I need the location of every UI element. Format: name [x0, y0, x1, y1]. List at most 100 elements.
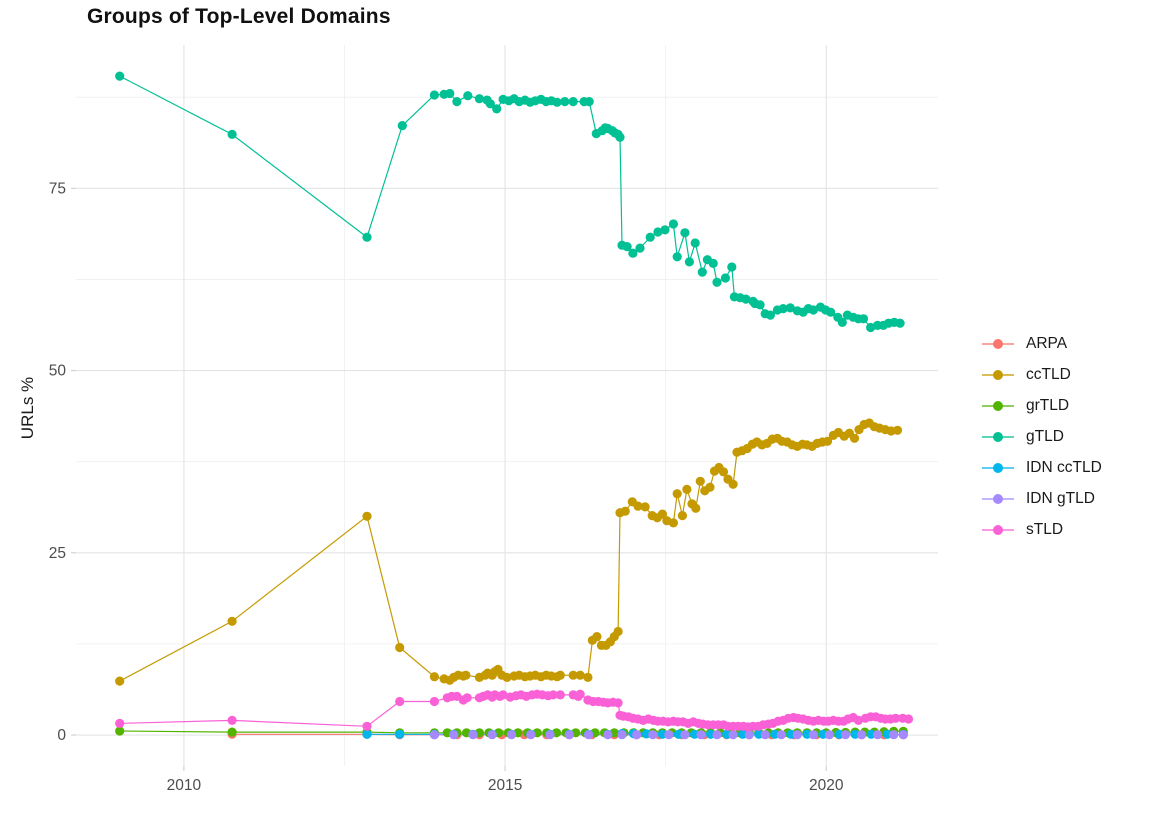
data-point	[660, 225, 670, 235]
x-tick-label: 2015	[488, 777, 522, 794]
data-point	[718, 467, 729, 477]
data-point	[526, 730, 536, 740]
data-point	[575, 670, 585, 680]
legend-key-arpa	[982, 338, 1014, 350]
data-point	[397, 121, 407, 131]
legend-dot	[993, 400, 1003, 411]
data-point	[468, 730, 478, 740]
data-point	[866, 322, 876, 333]
data-point	[362, 511, 372, 521]
data-point	[613, 626, 623, 637]
data-point	[463, 91, 473, 101]
data-point	[575, 689, 585, 699]
data-point	[555, 670, 565, 680]
data-point	[645, 232, 655, 242]
data-point	[697, 267, 707, 277]
data-point	[840, 730, 851, 740]
legend-label: ccTLD	[1026, 365, 1071, 383]
series-points-cctld	[115, 418, 903, 686]
data-point	[891, 713, 901, 723]
legend-label: sTLD	[1026, 520, 1064, 538]
data-point	[873, 730, 883, 740]
data-point	[755, 300, 765, 310]
legend-item-cctld: ccTLD	[982, 359, 1102, 390]
data-point	[622, 242, 632, 252]
data-point	[555, 690, 565, 700]
data-point	[728, 479, 738, 489]
data-point	[462, 693, 472, 703]
legend-key-grtld	[982, 400, 1014, 412]
data-point	[584, 730, 594, 740]
data-point	[826, 307, 836, 317]
data-point	[653, 227, 663, 237]
data-point	[727, 262, 737, 272]
data-point	[708, 258, 718, 268]
legend-dot	[993, 369, 1003, 380]
data-point	[395, 642, 405, 653]
series-points-stld	[115, 689, 914, 732]
legend-item-arpa: ARPA	[982, 328, 1102, 359]
data-point	[824, 730, 835, 740]
data-point	[395, 729, 405, 739]
data-point	[691, 503, 701, 513]
legend-key-idn-cctld	[982, 462, 1014, 474]
legend-dot	[993, 338, 1003, 349]
data-point	[449, 730, 459, 740]
data-point	[628, 248, 638, 258]
legend-dot	[993, 524, 1003, 535]
data-point	[760, 730, 770, 740]
series-line-gtld	[119, 75, 901, 329]
data-point	[853, 715, 864, 726]
legend-item-stld: sTLD	[982, 514, 1102, 545]
data-point	[744, 730, 754, 740]
data-point	[498, 690, 508, 700]
data-point	[487, 730, 497, 740]
data-point	[429, 696, 439, 707]
data-point	[705, 482, 715, 492]
data-point	[792, 730, 802, 740]
series-points-gtld	[115, 71, 905, 333]
data-point	[227, 129, 237, 139]
data-point	[696, 730, 706, 740]
legend-dot	[993, 493, 1003, 504]
data-point	[672, 489, 682, 499]
data-point	[690, 238, 700, 248]
legend: ARPA ccTLD grTLD gTLD IDN ccTLD IDN gTLD sTLD	[982, 328, 1102, 545]
legend-item-idn-cctld: IDN ccTLD	[982, 452, 1102, 483]
data-point	[632, 730, 642, 740]
data-point	[564, 730, 574, 740]
data-point	[617, 730, 627, 740]
data-point	[837, 317, 847, 327]
data-point	[568, 670, 578, 680]
data-point	[429, 90, 439, 100]
data-point	[548, 690, 558, 700]
data-point	[857, 730, 867, 740]
data-point	[738, 729, 748, 739]
data-point	[889, 730, 899, 740]
data-point	[395, 696, 405, 707]
data-point	[770, 729, 780, 739]
data-point	[227, 727, 237, 737]
data-point	[765, 310, 776, 320]
y-tick-label: 0	[57, 727, 66, 744]
data-point	[545, 730, 555, 740]
data-point	[362, 721, 372, 731]
data-point	[461, 670, 471, 680]
data-point	[227, 616, 237, 626]
data-point	[568, 97, 578, 107]
x-tick-label: 2020	[809, 777, 844, 794]
series-points-idn-gtld	[429, 730, 908, 740]
data-point	[115, 718, 125, 729]
data-point	[583, 672, 593, 683]
data-point	[115, 71, 125, 81]
y-tick-label: 25	[49, 545, 66, 562]
data-point	[668, 518, 679, 528]
legend-key-stld	[982, 524, 1014, 536]
data-point	[849, 433, 860, 443]
data-point	[648, 730, 658, 740]
data-point	[657, 509, 668, 519]
legend-label: IDN ccTLD	[1026, 458, 1102, 476]
legend-label: IDN gTLD	[1026, 489, 1095, 507]
legend-key-cctld	[982, 369, 1014, 381]
